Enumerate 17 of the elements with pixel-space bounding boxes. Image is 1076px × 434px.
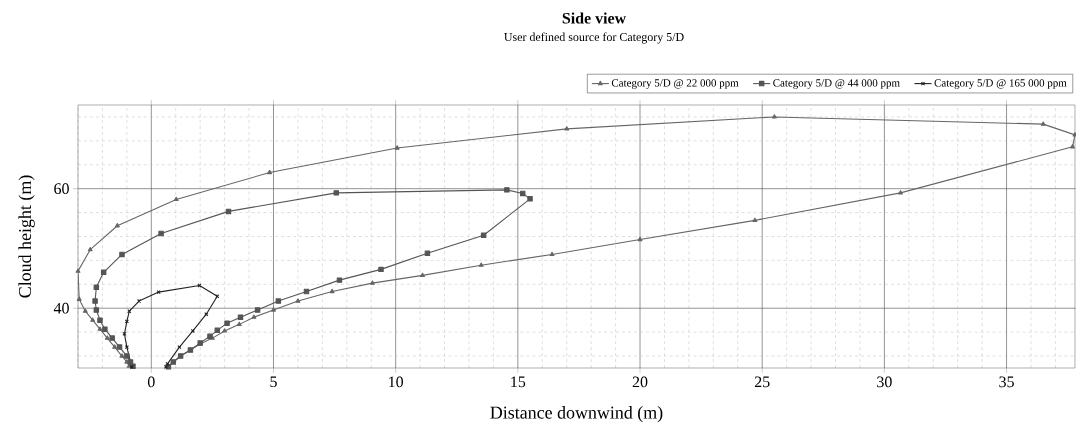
y-tick-label: 60	[54, 183, 69, 195]
chart-title: Side view	[562, 12, 627, 24]
x-tick-label: 15	[511, 376, 526, 388]
x-axis-title: Distance downwind (m)	[490, 406, 663, 423]
x-tick-label: 5	[270, 376, 277, 388]
x-tick-label: 35	[999, 376, 1014, 388]
x-tick-label: 20	[632, 376, 648, 388]
x-tick-label: 30	[877, 376, 892, 388]
chart-subtitle: User defined source for Category 5/D	[504, 32, 684, 44]
legend-label: Category 5/D @ 22 000 ppm	[611, 79, 739, 89]
legend-label: Category 5/D @ 165 000 ppm	[934, 79, 1067, 89]
legend-label: Category 5/D @ 44 000 ppm	[773, 79, 900, 89]
x-tick-label: 0	[147, 376, 155, 388]
y-tick-label: 40	[53, 302, 69, 314]
y-axis-title: Cloud height (m)	[18, 175, 35, 298]
x-tick-label: 10	[389, 376, 404, 388]
x-tick-label: 25	[754, 376, 770, 388]
